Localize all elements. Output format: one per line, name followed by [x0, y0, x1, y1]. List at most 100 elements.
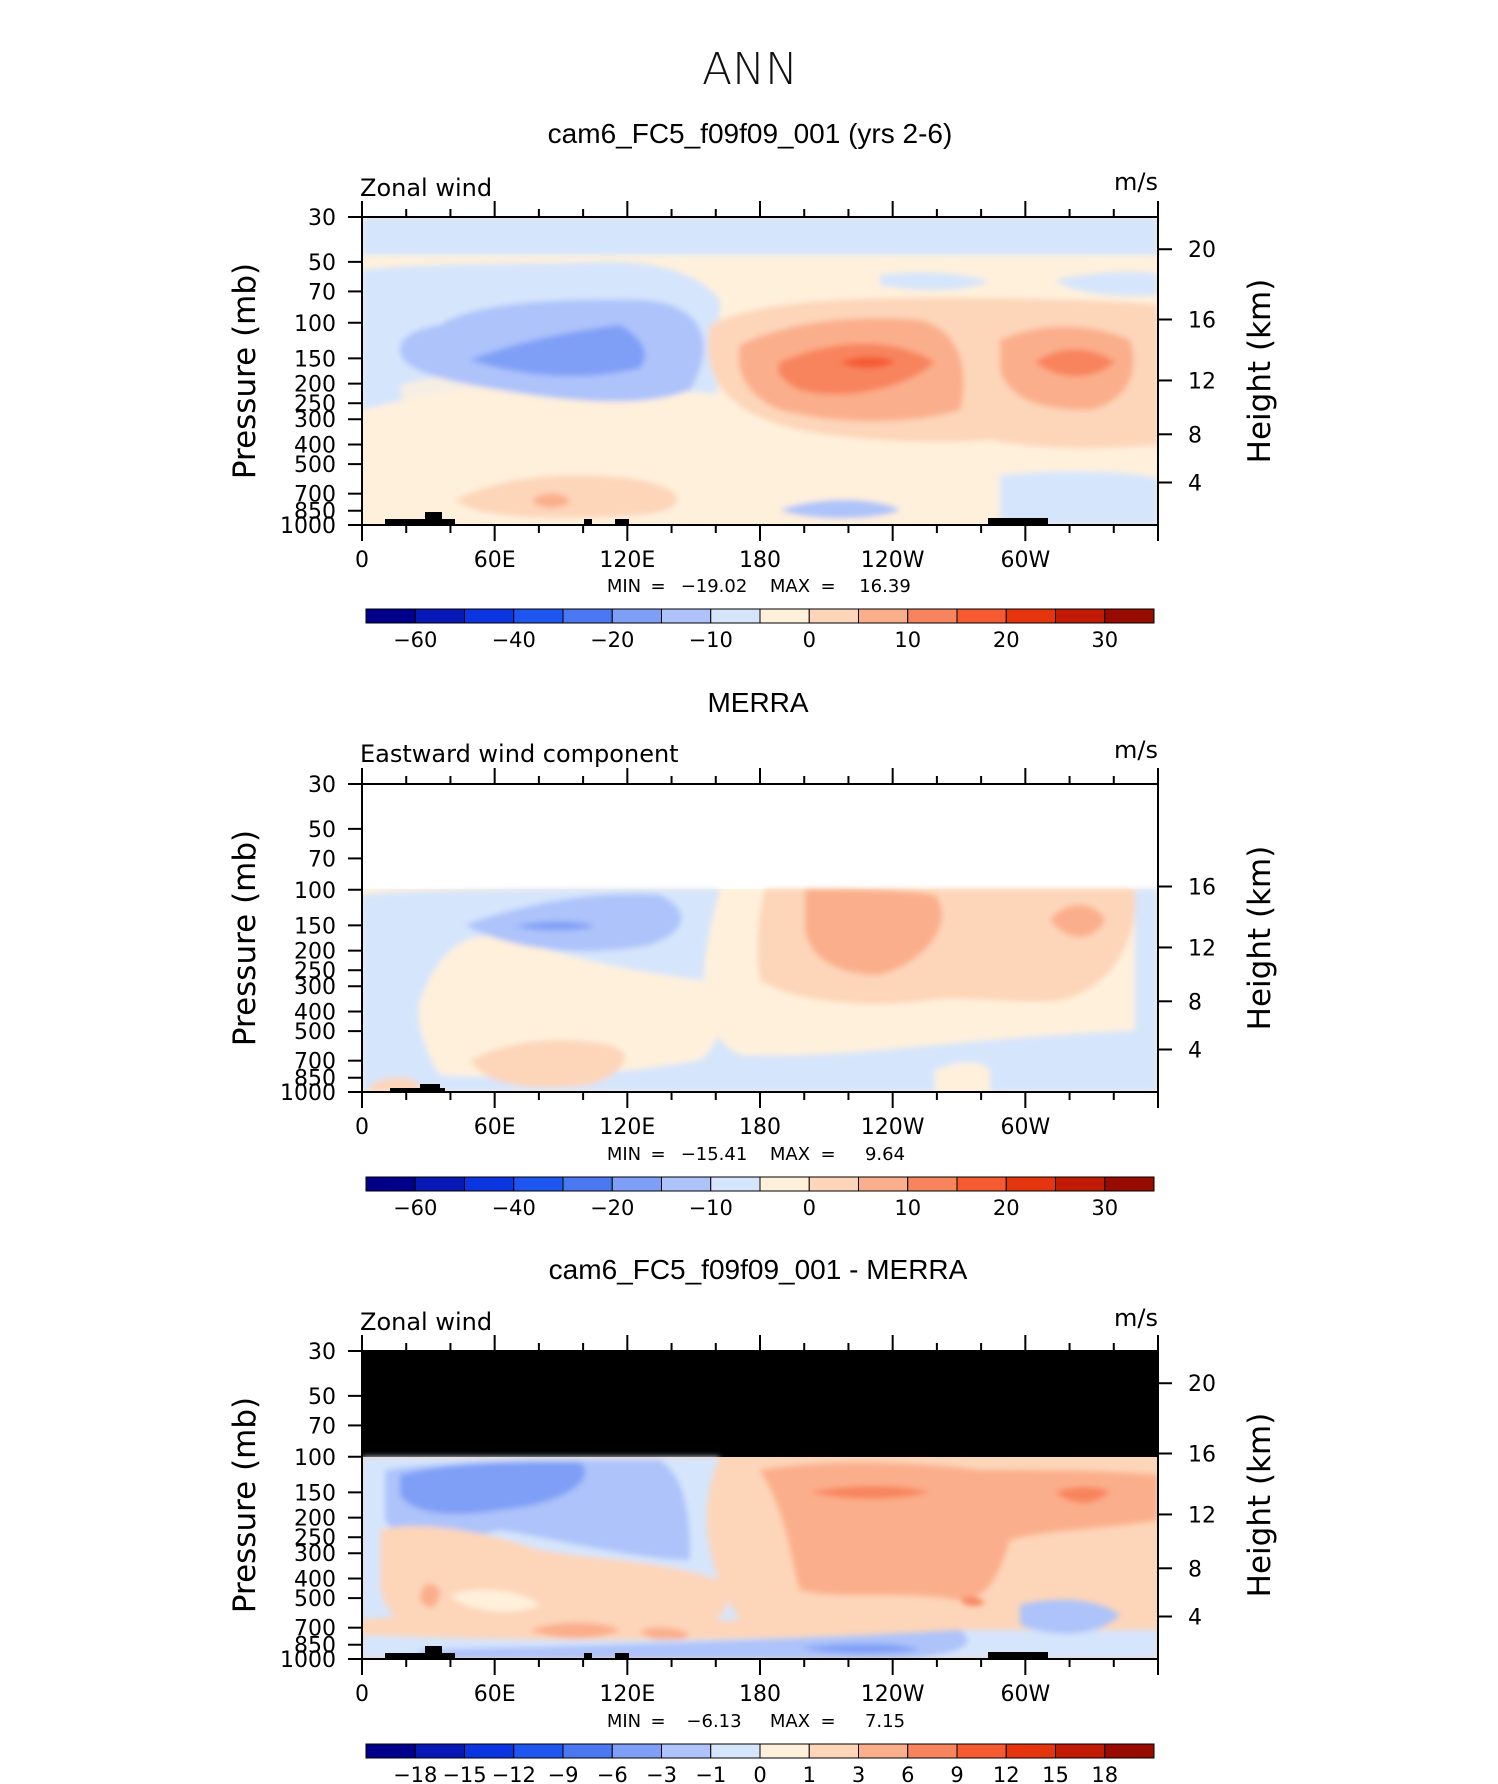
panel-3-min-value: −6.13 [686, 1711, 741, 1732]
panel-1-y2-tick-label: 16 [1188, 308, 1216, 333]
panel-2-y-tick-label: 50 [308, 818, 336, 843]
panel-2-x-tick-label: 60W [1000, 1115, 1050, 1140]
panel-3-colorbar-label: −18 [393, 1763, 437, 1784]
panel-2-colorbar-box [1055, 1176, 1106, 1192]
panel-1-colorbar-box [414, 608, 465, 624]
panel-1-y-tick-label: 200 [294, 373, 336, 398]
panel-2-colorbar-box [414, 1176, 465, 1192]
panel-2-y-tick-label: 400 [294, 1001, 336, 1026]
panel-2-y-tick-label: 1000 [280, 1081, 336, 1106]
panel-2-colorbar-label: 30 [1091, 1196, 1118, 1220]
panel-1-colorbar-label: 30 [1091, 628, 1118, 652]
svg-text:=: = [820, 1711, 835, 1732]
panel-3-colorbar-box [1005, 1743, 1056, 1759]
panel-2-x-tick-label: 60E [474, 1115, 516, 1140]
panel-3-y2-tick-label: 20 [1188, 1372, 1216, 1397]
panel-1-colorbar-box [956, 608, 1007, 624]
panel-3-y-tick-label: 200 [294, 1507, 336, 1532]
svg-text:=: = [650, 576, 665, 597]
panel-2-y-tick-label: 300 [294, 975, 336, 1000]
panel-2-colorbar-label: −40 [492, 1196, 536, 1220]
panel-1-colorbar: −60 −40 −20 −10 0 10 20 30 [365, 608, 1155, 652]
panel-3-colorbar-label: 12 [993, 1763, 1020, 1784]
panel-3-y-tick-label: 70 [308, 1414, 336, 1439]
panel-1-colorbar-box [562, 608, 613, 624]
panel-3-variable-label: Zonal wind [360, 1308, 492, 1336]
panel-1-y-tick-label: 1000 [280, 514, 336, 539]
panel-2: MERRA Eastward wind component m/s [227, 687, 1278, 1220]
page-title: ANN [702, 44, 798, 95]
panel-3-colorbar-box [710, 1743, 761, 1759]
panel-1-colorbar-label: −10 [689, 628, 733, 652]
panel-1-y2-tick-label: 8 [1188, 423, 1202, 448]
panel-2-colorbar-box [661, 1176, 712, 1192]
panel-3-colorbar-label: 3 [852, 1763, 865, 1784]
panel-3-title: cam6_FC5_f09f09_001 - MERRA [549, 1254, 968, 1285]
panel-1-colorbar-label: −20 [590, 628, 634, 652]
panel-2-colorbar: −60 −40 −20 −10 0 10 20 30 [365, 1176, 1155, 1220]
panel-2-title: MERRA [707, 687, 808, 718]
panel-1-y2-tick-label: 4 [1188, 472, 1202, 497]
panel-2-y-tick-label: 30 [308, 773, 336, 798]
panel-3-colorbar-box [513, 1743, 564, 1759]
panel-2-colorbar-label: 0 [803, 1196, 816, 1220]
panel-2-colorbar-label: −60 [393, 1196, 437, 1220]
panel-3-y-tick-label: 700 [294, 1617, 336, 1642]
panel-1-colorbar-box [1055, 608, 1106, 624]
panel-3-colorbar-label: −12 [492, 1763, 536, 1784]
panel-1-x-tick-label: 120W [861, 548, 925, 573]
panel-2-colorbar-box [365, 1176, 416, 1192]
panel-2-colorbar-box [759, 1176, 810, 1192]
panel-2-y-tick-label: 500 [294, 1020, 336, 1045]
panel-3-colorbar-label: 9 [950, 1763, 963, 1784]
panel-2-y2-label: Height (km) [1242, 846, 1278, 1031]
panel-2-colorbar-label: −20 [590, 1196, 634, 1220]
panel-3-y-label: Pressure (mb) [227, 1397, 263, 1613]
panel-1-y-tick-label: 250 [294, 392, 336, 417]
svg-text:=: = [650, 1711, 665, 1732]
panel-3-x-tick-label: 120E [599, 1682, 655, 1707]
panel-3-colorbar-label: 6 [901, 1763, 914, 1784]
panel-3-y-tick-label: 150 [294, 1481, 336, 1506]
panel-3-colorbar-box [1055, 1743, 1106, 1759]
panel-3-colorbar-box [759, 1743, 810, 1759]
panel-3-colorbar-box [907, 1743, 958, 1759]
panel-2-colorbar-box [808, 1176, 859, 1192]
panel-1-y-tick-label: 300 [294, 408, 336, 433]
panel-3-colorbar-box [858, 1743, 909, 1759]
panel-2-colorbar-box [464, 1176, 515, 1192]
panel-2-y-tick-label: 200 [294, 940, 336, 965]
panel-3-y-tick-label: 850 [294, 1634, 336, 1659]
panel-2-y-tick-label: 700 [294, 1050, 336, 1075]
panel-3-colorbar-box [365, 1743, 416, 1759]
panel-1-y-tick-label: 70 [308, 280, 336, 305]
panel-2-colorbar-box [956, 1176, 1007, 1192]
panel-3-y2-tick-label: 4 [1188, 1606, 1202, 1631]
panel-1-min-value: −19.02 [681, 576, 748, 597]
panel-3: cam6_FC5_f09f09_001 - MERRA Zonal wind m… [227, 1254, 1278, 1784]
panel-1-colorbar-box [1005, 608, 1056, 624]
panel-2-colorbar-box [1104, 1176, 1155, 1192]
panel-2-y2-tick-label: 4 [1188, 1039, 1202, 1064]
panel-1-colorbar-label: 10 [894, 628, 921, 652]
panel-1-colorbar-box [710, 608, 761, 624]
panel-1-colorbar-box [907, 608, 958, 624]
panel-3-y-tick-label: 500 [294, 1587, 336, 1612]
panel-1-x-tick-label: 180 [739, 548, 781, 573]
panel-3-y2-tick-label: 12 [1188, 1503, 1216, 1528]
panel-3-colorbar-label: 18 [1091, 1763, 1118, 1784]
panel-1-y-tick-label: 50 [308, 251, 336, 276]
panel-3-colorbar-label: −1 [695, 1763, 726, 1784]
panel-3-y-tick-label: 300 [294, 1542, 336, 1567]
panel-3-colorbar-box [464, 1743, 515, 1759]
panel-3-y-tick-label: 1000 [280, 1648, 336, 1673]
panel-1-y2-label: Height (km) [1242, 279, 1278, 464]
panel-3-max-label: MAX [770, 1711, 810, 1732]
panel-1-y2-tick-label: 20 [1188, 238, 1216, 263]
panel-2-max-value: 9.64 [865, 1144, 905, 1165]
panel-1-max-value: 16.39 [859, 576, 911, 597]
panel-1-x-tick-label: 60W [1000, 548, 1050, 573]
